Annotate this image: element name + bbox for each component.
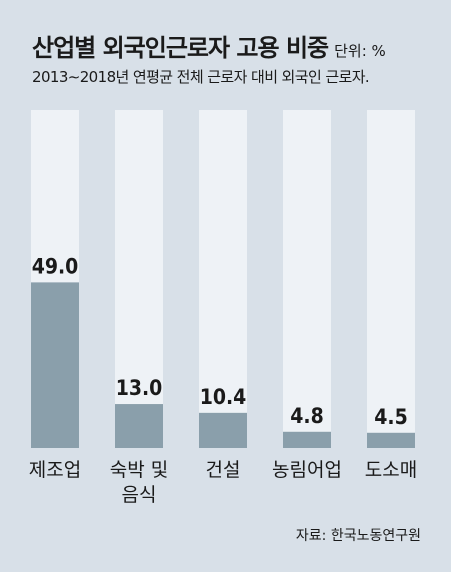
bar: [115, 404, 163, 448]
unit-label: 단위: %: [334, 42, 386, 60]
category-label: 건설: [206, 459, 241, 481]
chart-title: 산업별 외국인근로자 고용 비중: [32, 34, 329, 62]
category-label: 숙박 및: [110, 459, 168, 481]
chart-subtitle: 2013∼2018년 연평균 전체 근로자 대비 외국인 근로자.: [32, 68, 370, 86]
value-label: 10.4: [200, 385, 247, 409]
bar: [367, 432, 415, 448]
category-label: 제조업: [29, 459, 81, 481]
bar: [283, 431, 331, 448]
value-label: 13.0: [116, 376, 163, 400]
bar-track: [283, 110, 331, 448]
value-label: 4.8: [290, 404, 323, 428]
bar-track: [367, 110, 415, 448]
category-label: 음식: [122, 484, 157, 506]
category-label: 농림어업: [272, 459, 342, 481]
source-note: 자료: 한국노동연구원: [295, 528, 421, 544]
bar: [31, 282, 79, 448]
bar-track: [199, 110, 247, 448]
value-label: 49.0: [32, 254, 79, 278]
value-label: 4.5: [374, 405, 407, 429]
category-label: 도소매: [365, 459, 417, 481]
bar: [199, 412, 247, 448]
bar-track: [115, 110, 163, 448]
title-row: 산업별 외국인근로자 고용 비중 단위: %: [32, 28, 386, 63]
